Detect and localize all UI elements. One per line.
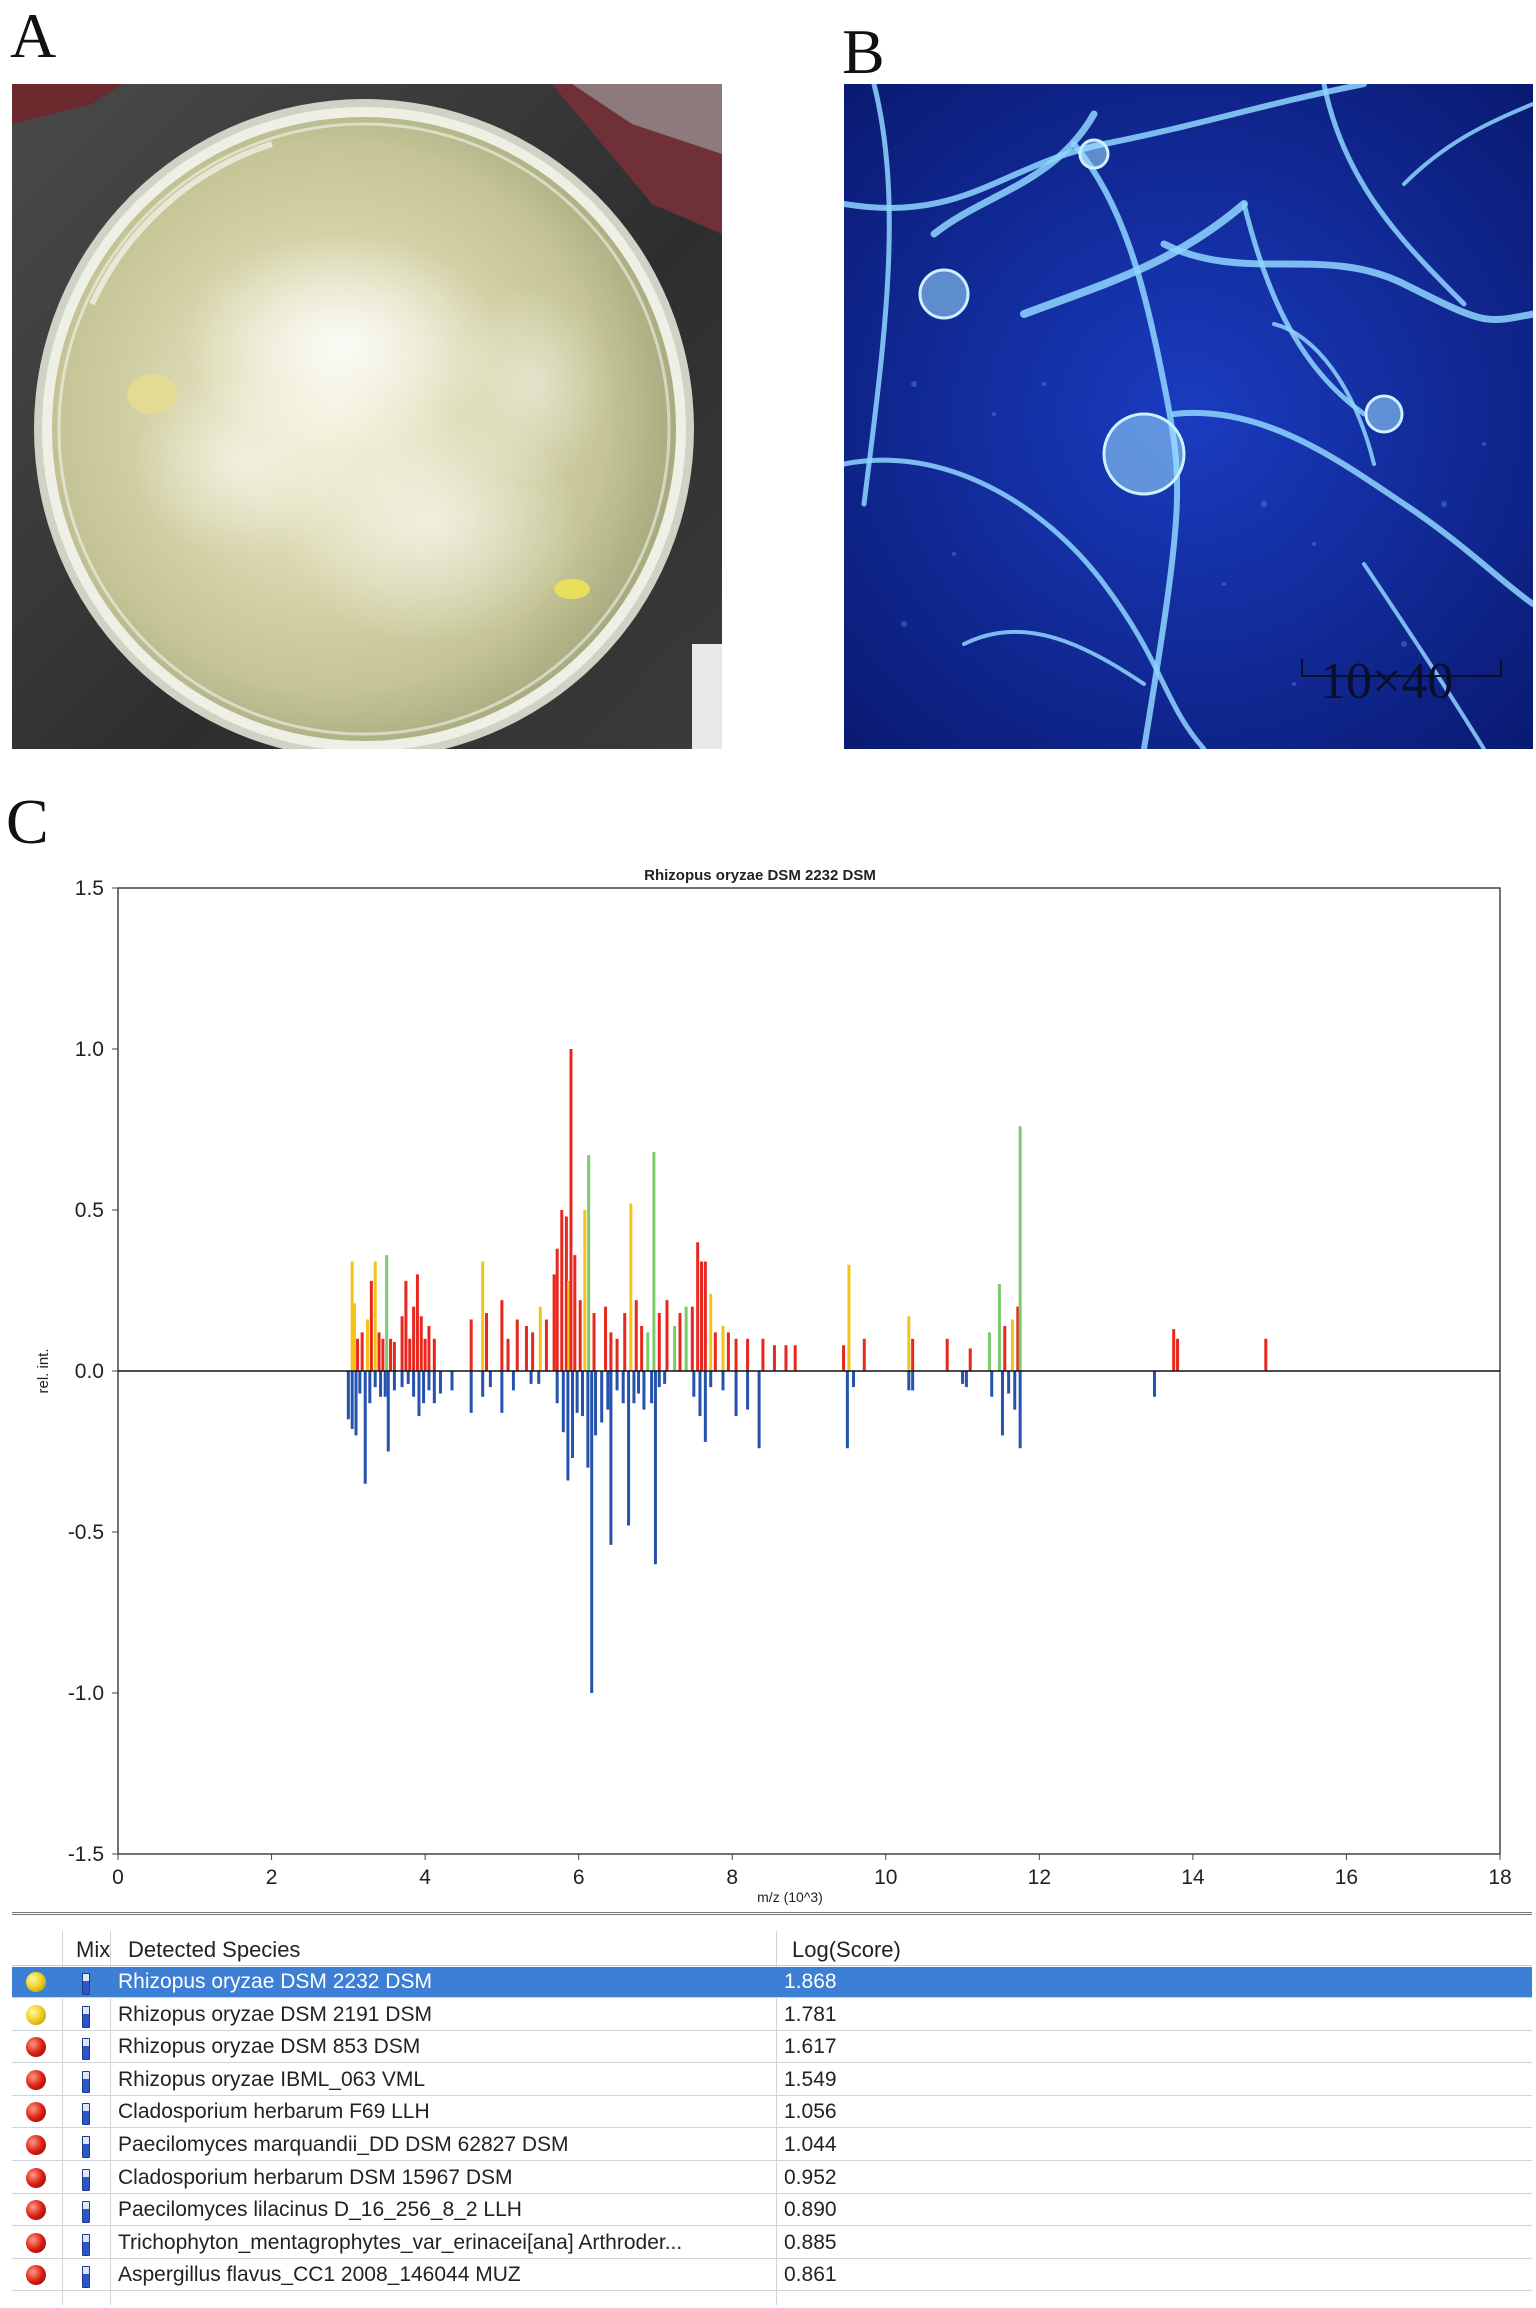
x-tick-label: 14 xyxy=(1181,1866,1205,1889)
red-status-icon xyxy=(26,2200,46,2221)
yellow-status-icon xyxy=(26,2004,46,2025)
table-header: Mix Detected Species Log(Score) xyxy=(12,1931,1532,1966)
microscopy-photo xyxy=(844,84,1533,749)
table-row[interactable]: Rhizopus oryzae IBML_063 VML 1.549 xyxy=(12,2065,1532,2096)
species-name: Rhizopus oryzae IBML_063 VML xyxy=(118,2067,425,2091)
red-status-icon xyxy=(26,2167,46,2188)
mix-vial-icon xyxy=(82,2038,90,2061)
log-score: 1.549 xyxy=(784,2067,837,2091)
y-tick-label: -1.0 xyxy=(68,1682,104,1705)
species-name: Paecilomyces lilacinus D_16_256_8_2 LLH xyxy=(118,2198,522,2222)
species-name: Cladosporium herbarum DSM 15967 DSM xyxy=(118,2165,513,2189)
x-axis-label: m/z (10^3) xyxy=(757,1889,823,1905)
x-tick-label: 0 xyxy=(112,1866,124,1889)
y-tick-label: 0.5 xyxy=(75,1199,104,1222)
red-status-icon xyxy=(26,2069,46,2090)
x-tick-label: 18 xyxy=(1488,1866,1511,1889)
x-tick-label: 4 xyxy=(419,1866,431,1889)
species-name: Aspergillus flavus_CC1 2008_146044 MUZ xyxy=(118,2263,521,2287)
table-row[interactable]: Rhizopus oryzae DSM 2232 DSM 1.868 xyxy=(12,1967,1532,1998)
red-status-icon xyxy=(26,2037,46,2058)
red-status-icon xyxy=(26,2232,46,2253)
sample-spectrum xyxy=(350,1049,1268,1371)
yellow-status-icon xyxy=(26,1972,46,1992)
table-row[interactable]: Paecilomyces lilacinus D_16_256_8_2 LLH 0… xyxy=(12,2195,1532,2227)
y-tick-label: -1.5 xyxy=(68,1843,104,1866)
table-row[interactable]: Rhizopus oryzae DSM 853 DSM 1.617 xyxy=(12,2032,1532,2064)
x-tick-label: 6 xyxy=(573,1866,585,1889)
results-table: Mix Detected Species Log(Score) Rhizopus… xyxy=(12,1912,1532,2305)
log-score: 0.952 xyxy=(784,2165,837,2189)
chart-title: Rhizopus oryzae DSM 2232 DSM xyxy=(644,867,876,884)
species-name: Cladosporium herbarum F69 LLH xyxy=(118,2100,430,2124)
mix-vial-icon xyxy=(82,2103,90,2126)
log-score: 0.885 xyxy=(784,2230,837,2254)
red-status-icon xyxy=(26,2265,46,2286)
log-score: 1.617 xyxy=(784,2035,837,2059)
species-name: Trichophyton_mentagrophytes_var_erinacei… xyxy=(118,2230,683,2254)
species-name: Rhizopus oryzae DSM 2232 DSM xyxy=(118,1970,432,1993)
mix-vial-icon xyxy=(82,2201,90,2224)
column-header-mix[interactable]: Mix xyxy=(76,1937,111,1962)
mix-vial-icon xyxy=(82,2233,90,2256)
petri-dish-photo xyxy=(12,84,722,749)
hyphae-illustration xyxy=(844,84,1533,749)
mass-spectrum-chart: Rhizopus oryzae DSM 2232 DSM 1.5 1.0 0.5 0.… xyxy=(35,867,1512,1905)
mix-vial-icon xyxy=(82,2168,90,2191)
table-row[interactable]: Trichophyton_mentagrophytes_var_erinacei… xyxy=(12,2228,1532,2259)
log-score: 0.890 xyxy=(784,2198,837,2222)
log-score: 1.044 xyxy=(784,2133,837,2156)
mix-vial-icon xyxy=(82,2070,90,2093)
panel-label-c: C xyxy=(6,786,49,857)
y-axis-label: rel. int. xyxy=(35,1348,52,1393)
y-tick-label: 0.0 xyxy=(75,1360,104,1383)
y-tick-label: 1.0 xyxy=(75,1038,104,1061)
species-name: Rhizopus oryzae DSM 853 DSM xyxy=(118,2035,421,2059)
x-tick-label: 10 xyxy=(874,1866,897,1889)
mix-vial-icon xyxy=(82,1973,90,1995)
x-axis: 0 2 4 6 8 10 12 14 16 18 xyxy=(112,1854,1512,1889)
y-tick-label: -0.5 xyxy=(68,1521,104,1544)
red-status-icon xyxy=(26,2135,46,2155)
log-score: 1.868 xyxy=(784,1970,837,1993)
x-tick-label: 16 xyxy=(1335,1866,1358,1889)
table-row[interactable]: Aspergillus flavus_CC1 2008_146044 MUZ 0.… xyxy=(12,2260,1532,2292)
reference-spectrum xyxy=(346,1371,1156,1693)
x-tick-label: 12 xyxy=(1028,1866,1051,1889)
table-row[interactable]: Rhizopus oryzae DSM 2191 DSM 1.781 xyxy=(12,2000,1532,2031)
red-status-icon xyxy=(26,2102,46,2123)
petri-dish-illustration xyxy=(12,84,722,749)
column-header-species[interactable]: Detected Species xyxy=(128,1937,301,1962)
x-tick-label: 8 xyxy=(726,1866,738,1889)
species-name: Rhizopus oryzae DSM 2191 DSM xyxy=(118,2002,432,2026)
y-axis: 1.5 1.0 0.5 0.0 -0.5 -1.0 -1.5 xyxy=(68,877,118,1866)
column-header-score[interactable]: Log(Score) xyxy=(792,1937,901,1962)
species-name: Paecilomyces marquandii_DD DSM 62827 DSM xyxy=(118,2133,569,2156)
x-tick-label: 2 xyxy=(266,1866,278,1889)
panel-label-b: B xyxy=(842,16,885,87)
mix-vial-icon xyxy=(82,2005,90,2028)
mix-vial-icon xyxy=(82,2266,90,2289)
table-row[interactable]: Paecilomyces marquandii_DD DSM 62827 DSM… xyxy=(12,2130,1532,2161)
y-tick-label: 1.5 xyxy=(75,877,104,900)
scale-bar-label: 10×40 xyxy=(1320,653,1454,710)
log-score: 1.056 xyxy=(784,2100,837,2124)
panel-label-a: A xyxy=(10,0,57,71)
table-row[interactable]: Cladosporium herbarum DSM 15967 DSM 0.952 xyxy=(12,2163,1532,2194)
log-score: 1.781 xyxy=(784,2002,837,2026)
table-row[interactable]: Cladosporium herbarum F69 LLH 1.056 xyxy=(12,2097,1532,2129)
mix-vial-icon xyxy=(82,2136,90,2158)
log-score: 0.861 xyxy=(784,2263,837,2287)
